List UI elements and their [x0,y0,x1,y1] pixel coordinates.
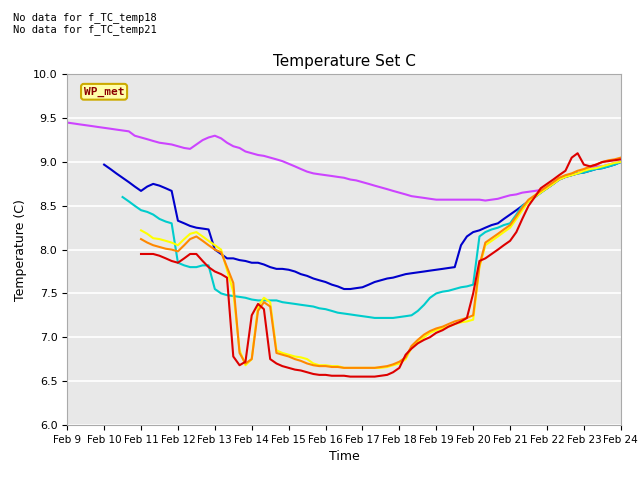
Text: No data for f_TC_temp21: No data for f_TC_temp21 [13,24,157,35]
Text: No data for f_TC_temp18: No data for f_TC_temp18 [13,12,157,23]
Text: WP_met: WP_met [84,87,124,97]
Y-axis label: Temperature (C): Temperature (C) [14,199,28,300]
Title: Temperature Set C: Temperature Set C [273,54,415,69]
X-axis label: Time: Time [328,450,360,463]
